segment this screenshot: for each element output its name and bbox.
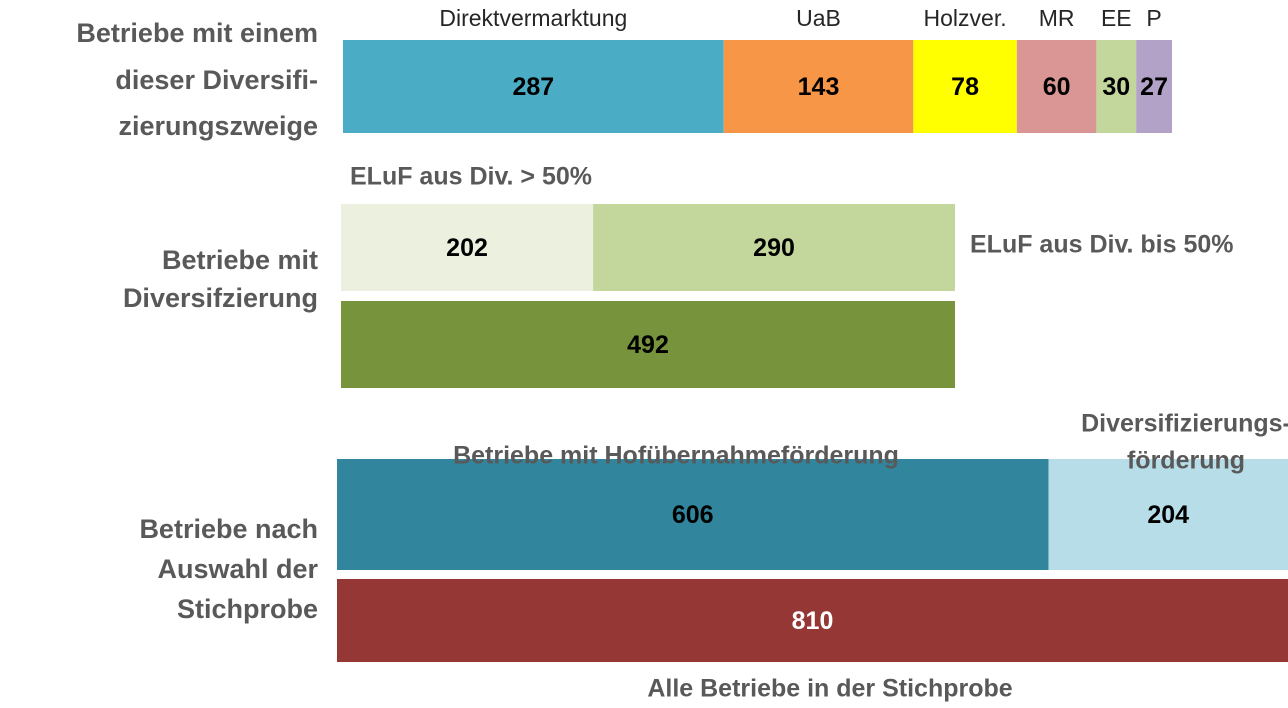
value-label: 78 bbox=[951, 73, 979, 101]
segment-name: MR bbox=[1039, 5, 1075, 31]
total-name: Alle Betriebe in der Stichprobe bbox=[647, 675, 1012, 703]
segment-name: EE bbox=[1101, 5, 1132, 31]
value-label: 204 bbox=[1147, 501, 1189, 529]
bar-segment bbox=[343, 40, 724, 133]
value-label: 287 bbox=[512, 73, 554, 101]
bar-segment bbox=[913, 40, 1017, 133]
row-label: Betriebe nach bbox=[139, 514, 318, 544]
segment-name: Diversifizierungs- bbox=[1081, 410, 1288, 438]
value-label: 290 bbox=[753, 234, 795, 262]
row-label: Betriebe mit einem bbox=[76, 18, 318, 48]
value-label: 30 bbox=[1102, 73, 1130, 101]
row-label: Auswahl der bbox=[157, 554, 318, 584]
value-label: 810 bbox=[792, 607, 834, 635]
segment-name: ELuF aus Div. > 50% bbox=[350, 163, 592, 191]
value-label: 60 bbox=[1043, 73, 1071, 101]
segment-name: P bbox=[1146, 5, 1161, 31]
total-bar bbox=[341, 301, 955, 388]
total-bar bbox=[337, 579, 1288, 662]
row-label: Betriebe mit bbox=[162, 245, 318, 275]
segment-name: Direktvermarktung bbox=[439, 5, 627, 31]
segment-name: Betriebe mit Hofübernahmeförderung bbox=[453, 442, 899, 470]
segment-name: Holzver. bbox=[924, 5, 1007, 31]
value-label: 27 bbox=[1140, 73, 1168, 101]
bar-segment bbox=[341, 204, 594, 291]
segment-name: UaB bbox=[796, 5, 841, 31]
row-label: dieser Diversifi- bbox=[115, 65, 318, 95]
bar-segment bbox=[1016, 40, 1097, 133]
bar-segment bbox=[337, 459, 1049, 570]
bar-segment bbox=[1096, 40, 1137, 133]
row-label: zierungszweige bbox=[118, 111, 318, 141]
bar-segment bbox=[1048, 459, 1288, 570]
value-label: 492 bbox=[627, 331, 669, 359]
bar-segment bbox=[1136, 40, 1172, 133]
bar-segment bbox=[723, 40, 914, 133]
row-label: Diversifzierung bbox=[123, 283, 318, 313]
value-label: 202 bbox=[446, 234, 488, 262]
value-label: 143 bbox=[798, 73, 840, 101]
value-label: 606 bbox=[672, 501, 714, 529]
segment-name: ELuF aus Div. bis 50% bbox=[970, 231, 1234, 259]
bar-segment bbox=[593, 204, 955, 291]
segment-name: förderung bbox=[1127, 447, 1245, 475]
row-label: Stichprobe bbox=[177, 594, 318, 624]
